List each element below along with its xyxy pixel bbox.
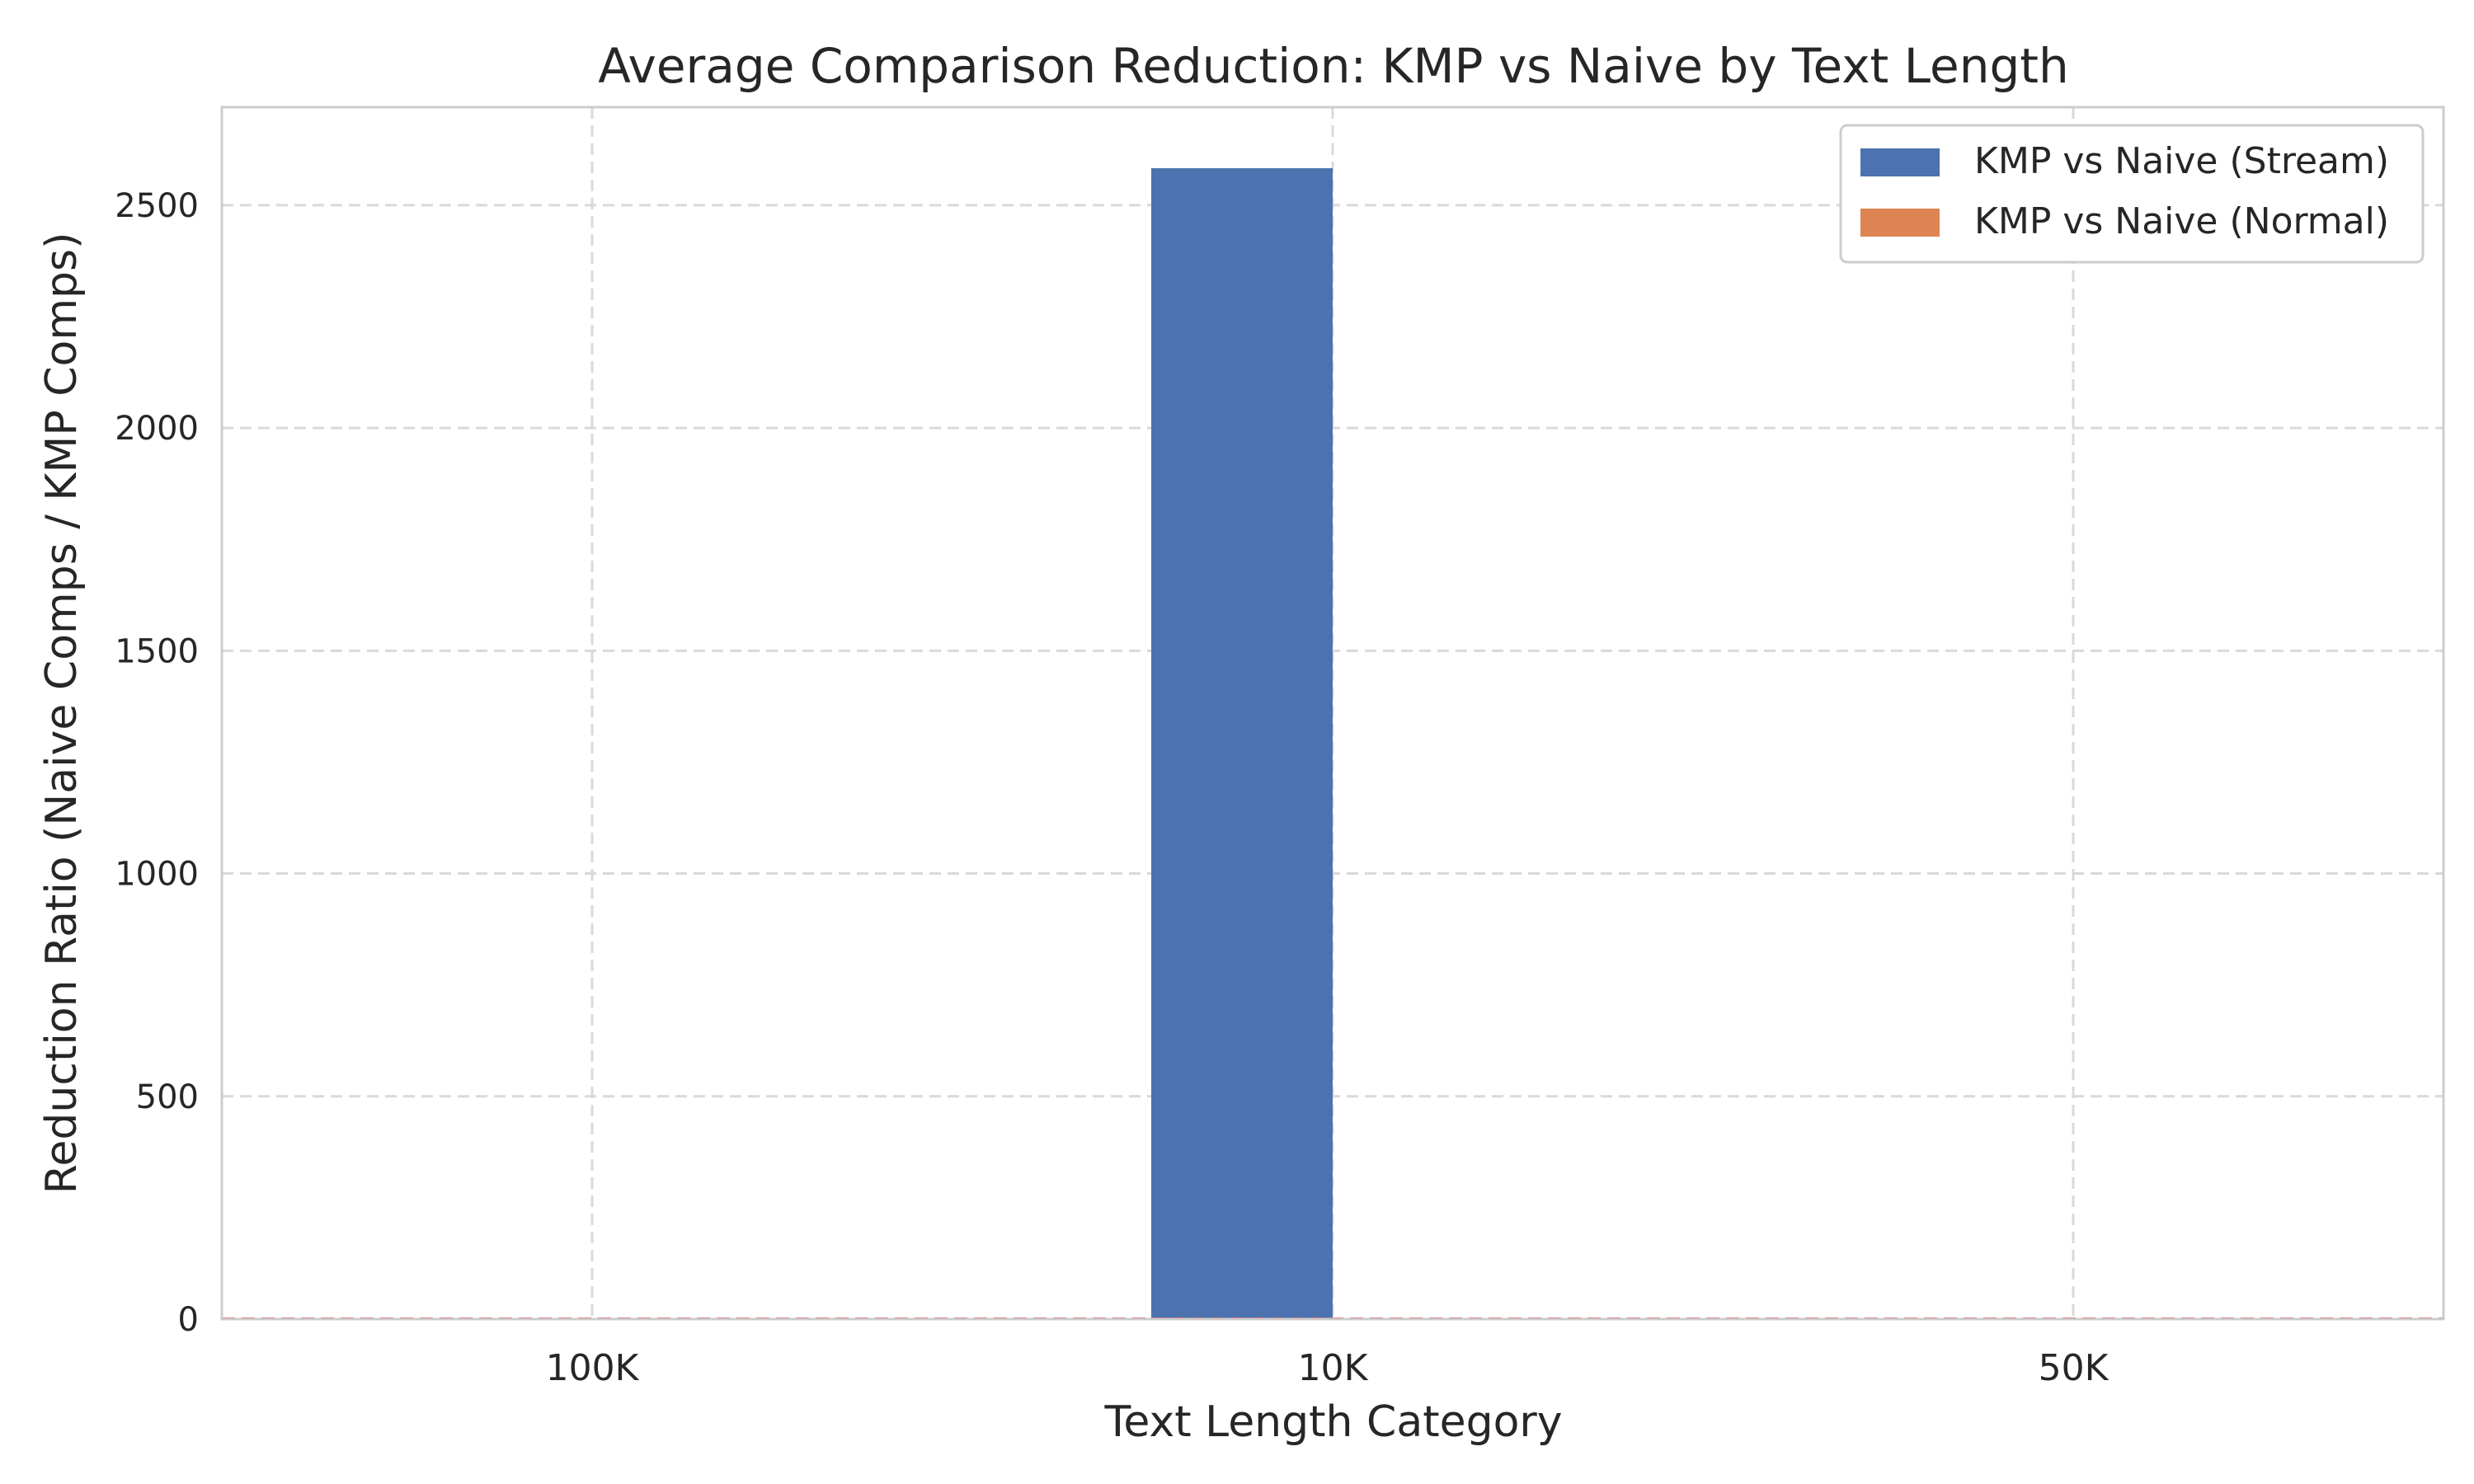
x-tick-labels: 100K 10K 50K — [546, 1347, 2109, 1389]
y-tick-label: 1000 — [115, 856, 199, 894]
chart-title: Average Comparison Reduction: KMP vs Nai… — [598, 38, 2069, 94]
x-tick-label: 100K — [546, 1347, 640, 1389]
legend: KMP vs Naive (Stream) KMP vs Naive (Norm… — [1839, 124, 2425, 264]
bar-stream-10k — [1151, 168, 1333, 1320]
y-tick-label: 2500 — [115, 187, 199, 225]
y-axis-label: Reduction Ratio (Naive Comps / KMP Comps… — [37, 232, 87, 1195]
x-axis-label: Text Length Category — [1103, 1397, 1562, 1447]
legend-label-normal: KMP vs Naive (Normal) — [1974, 200, 2389, 242]
bars-layer — [1151, 168, 1333, 1320]
legend-swatch-normal — [1860, 209, 1940, 237]
legend-label-stream: KMP vs Naive (Stream) — [1974, 140, 2389, 182]
x-tick-label: 50K — [2039, 1347, 2109, 1389]
y-tick-label: 2000 — [115, 410, 199, 448]
y-tick-label: 0 — [178, 1301, 199, 1339]
legend-box — [1839, 124, 2425, 264]
x-tick-label: 10K — [1298, 1347, 1369, 1389]
y-tick-label: 1500 — [115, 632, 199, 670]
y-tick-labels: 0 500 1000 1500 2000 2500 — [115, 187, 199, 1339]
plot-frame — [220, 106, 2445, 1321]
legend-swatch-stream — [1860, 148, 1940, 176]
y-tick-label: 500 — [136, 1078, 199, 1116]
